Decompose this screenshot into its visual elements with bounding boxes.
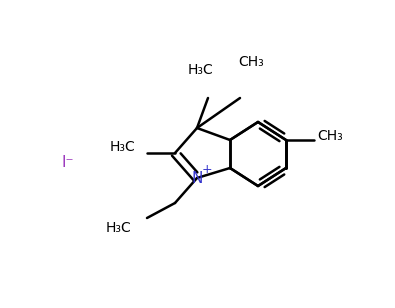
Text: CH₃: CH₃ [317, 129, 343, 143]
Text: H₃C: H₃C [109, 140, 135, 154]
Text: H₃C: H₃C [105, 221, 131, 235]
Text: H₃C: H₃C [187, 63, 213, 77]
Text: N: N [191, 171, 203, 185]
Text: I⁻: I⁻ [62, 155, 74, 169]
Text: +: + [202, 163, 213, 176]
Text: CH₃: CH₃ [238, 55, 264, 69]
